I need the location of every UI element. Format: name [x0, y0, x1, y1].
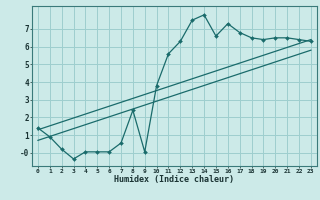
- X-axis label: Humidex (Indice chaleur): Humidex (Indice chaleur): [115, 175, 234, 184]
